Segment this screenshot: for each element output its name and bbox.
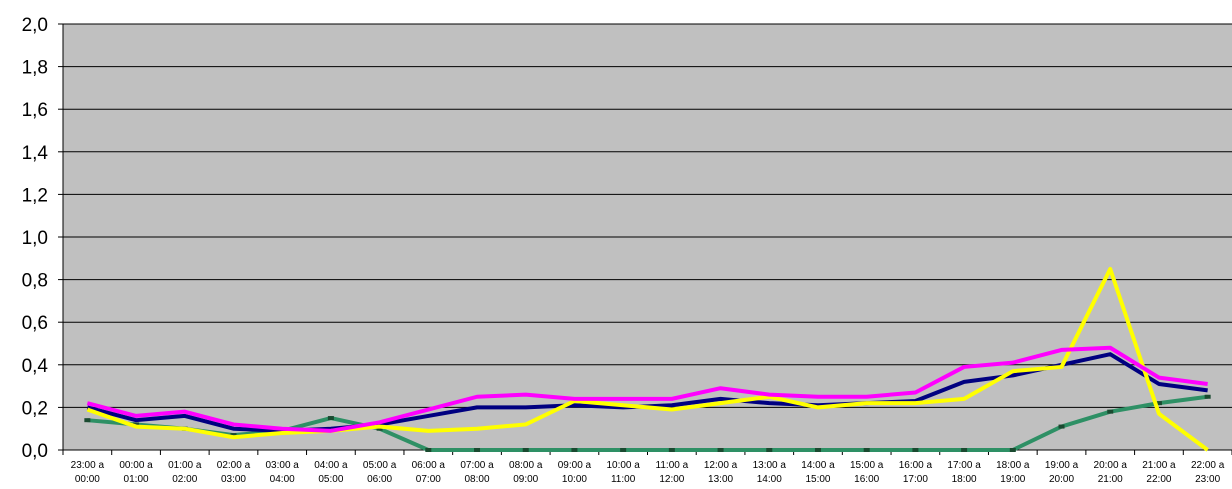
y-tick-label: 0,4	[22, 356, 49, 377]
x-tick-label: 14:00 a 15:00	[801, 460, 835, 485]
data-point-marker	[376, 426, 383, 431]
y-tick-label: 2,0	[22, 15, 48, 36]
data-point-marker	[425, 448, 432, 452]
y-tick-label: 1,8	[22, 58, 48, 79]
data-point-marker	[474, 448, 481, 452]
data-point-marker	[84, 418, 91, 423]
x-tick-label: 07:00 a 08:00	[460, 460, 494, 485]
data-point-marker	[620, 448, 627, 452]
y-tick-label: 0,2	[22, 398, 48, 419]
y-tick-label: 1,4	[22, 143, 49, 164]
series-2	[86, 266, 1209, 452]
x-tick-label: 19:00 a 20:00	[1045, 460, 1079, 485]
x-tick-label: 16:00 a 17:00	[899, 460, 933, 485]
x-tick-label: 17:00 a 18:00	[947, 460, 981, 485]
y-tick-label: 0,8	[22, 271, 48, 292]
y-tick-label: 1,2	[22, 185, 48, 206]
data-point-marker	[912, 448, 919, 452]
data-point-marker	[668, 448, 675, 452]
x-tick-label: 00:00 a 01:00	[119, 460, 153, 485]
y-tick-label: 0,6	[22, 313, 48, 334]
data-point-marker	[327, 416, 334, 421]
x-tick-label: 06:00 a 07:00	[412, 460, 446, 485]
data-point-marker	[571, 448, 578, 452]
data-point-marker	[230, 433, 237, 438]
x-axis-tick-labels: 23:00 a 00:00 00:00 a 01:00 01:00 a 02:00 02:0…	[71, 460, 1225, 485]
y-tick-label: 1,6	[22, 100, 48, 121]
data-point-marker	[1009, 448, 1016, 452]
data-point-marker	[133, 422, 140, 427]
x-tick-label: 04:00 a 05:00	[314, 460, 348, 485]
x-tick-label: 18:00 a 19:00	[996, 460, 1030, 485]
data-point-marker	[522, 448, 529, 452]
x-tick-label: 01:00 a 02:00	[168, 460, 202, 485]
series-3	[86, 345, 1208, 433]
x-tick-label: 05:00 a 06:00	[363, 460, 397, 485]
x-tick-label: 15:00 a 16:00	[850, 460, 884, 485]
data-point-marker	[863, 448, 870, 452]
data-point-marker	[717, 448, 724, 452]
y-tick-label: 0,0	[22, 441, 48, 462]
x-tick-label: 08:00 a 09:00	[509, 460, 543, 485]
data-point-marker	[1204, 394, 1211, 399]
x-tick-label: 09:00 a 10:00	[558, 460, 592, 485]
data-point-marker	[1155, 401, 1162, 406]
x-tick-label: 03:00 a 04:00	[266, 460, 300, 485]
x-tick-label: 02:00 a 03:00	[217, 460, 251, 485]
x-tick-label: 22:00 a 23:00	[1191, 460, 1225, 485]
x-tick-label: 10:00 a 11:00	[606, 460, 640, 485]
series-line	[86, 345, 1208, 433]
data-point-marker	[766, 448, 773, 452]
x-tick-label: 21:00 a 22:00	[1142, 460, 1176, 485]
y-axis-tick-labels: 0,0 0,2 0,4 0,6 0,8 1,0 1,2 1,4 1,6 1,8 2,0	[22, 15, 49, 462]
data-point-marker	[1058, 424, 1065, 429]
data-point-marker	[961, 448, 968, 452]
data-point-marker	[1107, 409, 1114, 414]
y-tick-label: 1,0	[22, 228, 48, 249]
x-tick-label: 12:00 a 13:00	[704, 460, 738, 485]
data-point-marker	[814, 448, 821, 452]
x-tick-label: 23:00 a 00:00	[71, 460, 105, 485]
x-tick-label: 11:00 a 12:00	[656, 460, 689, 485]
series-line	[86, 266, 1209, 452]
x-tick-label: 13:00 a 14:00	[753, 460, 787, 485]
x-tick-label: 20:00 a 21:00	[1094, 460, 1128, 485]
series-lines	[84, 266, 1211, 452]
